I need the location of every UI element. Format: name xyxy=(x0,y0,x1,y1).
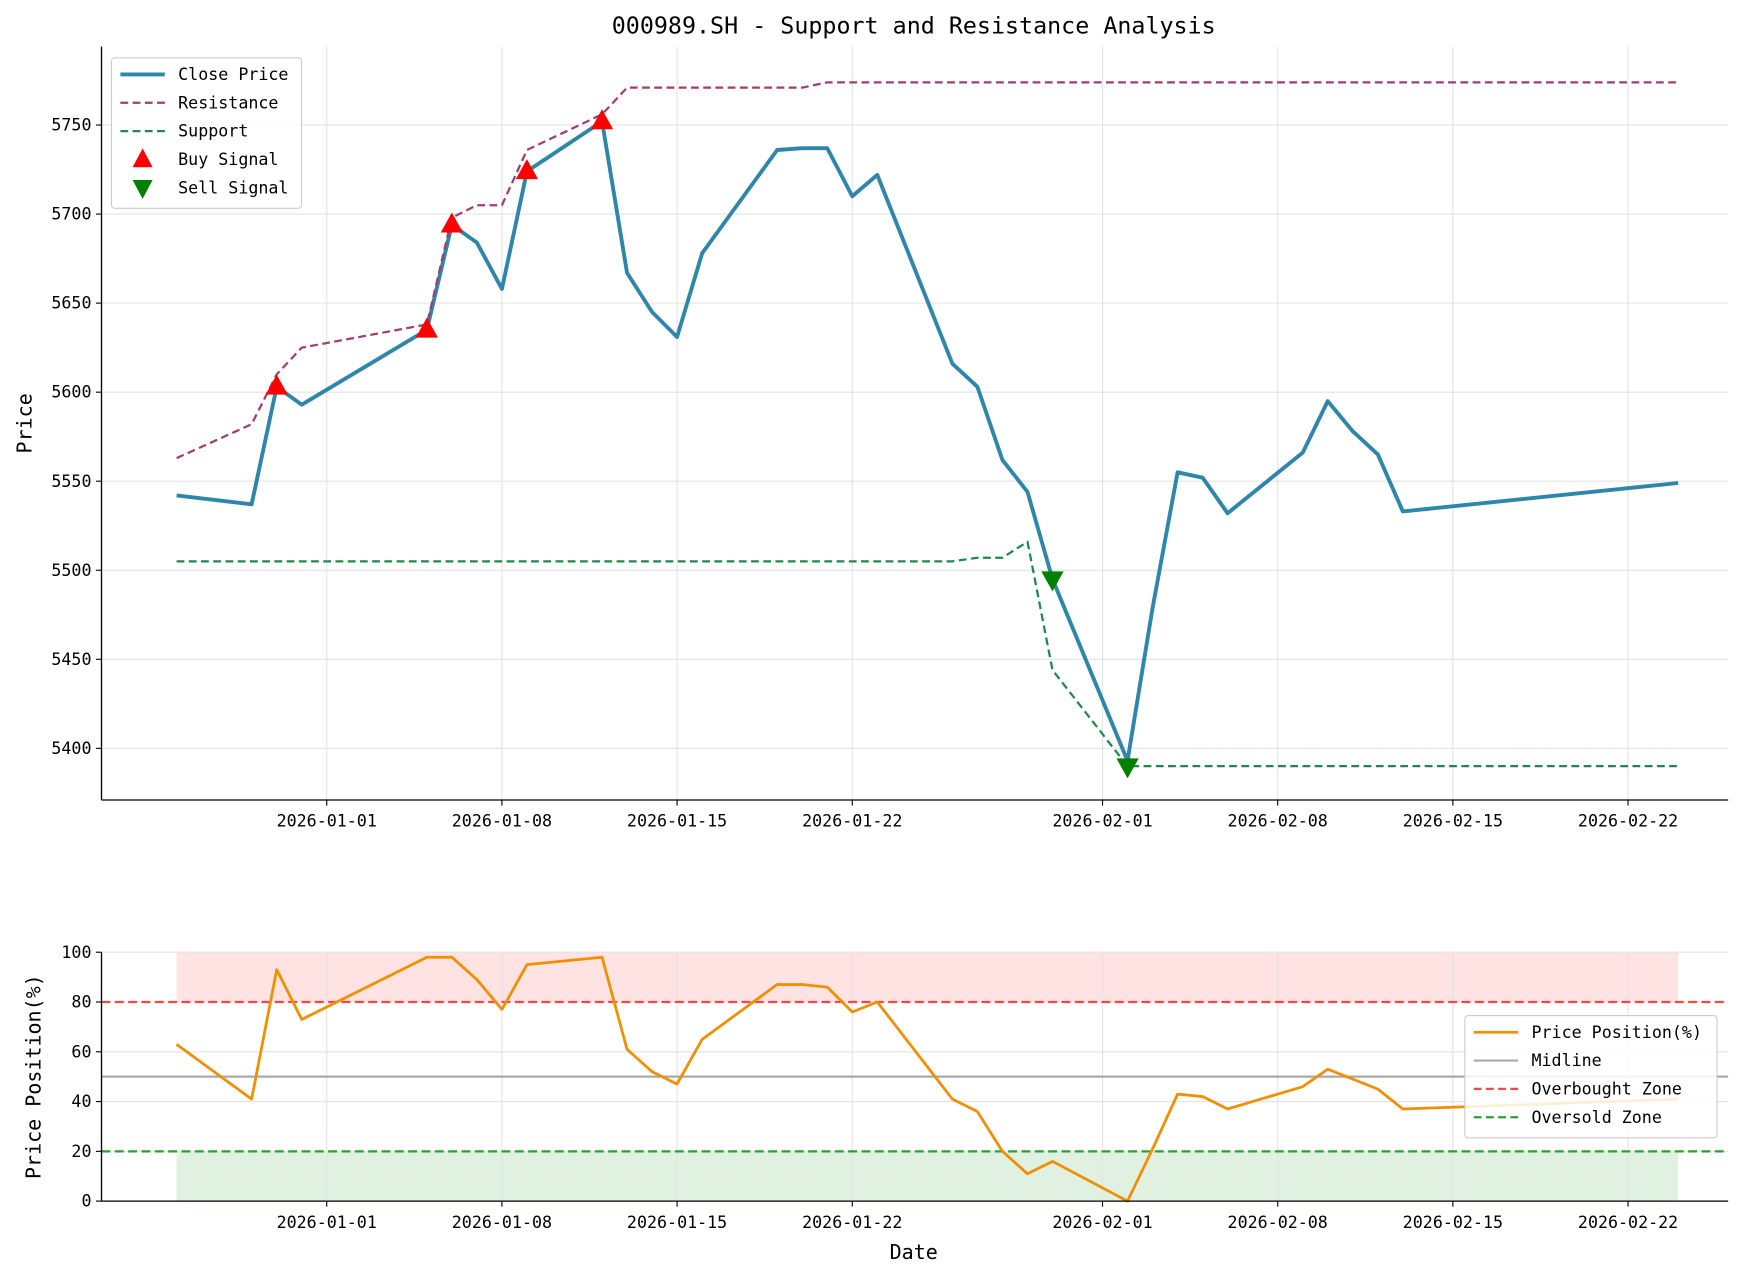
series-support xyxy=(176,540,1679,768)
series-close-price xyxy=(176,119,1679,763)
y-tick-label: 0 xyxy=(81,1192,91,1211)
y-tick-label: 5500 xyxy=(51,561,91,580)
y-tick-label: 40 xyxy=(71,1092,91,1111)
y-tick-label: 5600 xyxy=(51,383,91,402)
legend-label: Support xyxy=(178,122,248,141)
legend-label: Buy Signal xyxy=(178,150,278,169)
y-tick-label: 100 xyxy=(61,943,91,962)
y-tick-label: 5750 xyxy=(51,116,91,135)
x-tick-label: 2026-01-01 xyxy=(277,1213,377,1232)
x-tick-label: 2026-02-15 xyxy=(1403,812,1503,831)
legend-box xyxy=(1464,1015,1718,1139)
legend-swatch xyxy=(132,180,153,199)
legend-label: Close Price xyxy=(178,65,288,84)
y-axis-label-position: Price Position(%) xyxy=(21,974,45,1179)
price-panel: 2026-01-01 2026-01-08 2026-01-15 2026-01-22… xyxy=(51,46,1729,831)
legend-swatch xyxy=(132,148,153,168)
sell-signal-marker xyxy=(1116,758,1139,779)
x-tick-label: 2026-01-22 xyxy=(802,812,902,831)
legend-label: Midline xyxy=(1532,1051,1602,1070)
buy-signal-marker xyxy=(515,159,539,180)
x-tick-label: 2026-01-22 xyxy=(802,1213,902,1232)
x-tick-label: 2026-01-15 xyxy=(627,812,727,831)
zone-band xyxy=(176,1151,1679,1202)
buy-signal-marker xyxy=(440,212,463,233)
y-axis-label-price: Price xyxy=(13,393,37,453)
x-tick-label: 2026-01-08 xyxy=(452,812,552,831)
legend-label: Overbought Zone xyxy=(1532,1079,1682,1098)
x-tick-label: 2026-01-08 xyxy=(452,1213,552,1232)
y-tick-label: 20 xyxy=(71,1142,91,1161)
legend-label: Oversold Zone xyxy=(1532,1108,1662,1127)
x-tick-label: 2026-01-15 xyxy=(627,1213,727,1232)
buy-signal-marker xyxy=(415,317,438,338)
chart-title: 000989.SH - Support and Resistance Analy… xyxy=(612,11,1216,39)
x-axis-label: Date xyxy=(890,1240,938,1264)
x-tick-label: 2026-02-01 xyxy=(1052,1213,1152,1232)
series-price-position xyxy=(175,955,1679,1203)
x-tick-label: 2026-02-22 xyxy=(1578,1213,1678,1232)
y-tick-label: 5450 xyxy=(51,650,91,669)
sell-signal-marker xyxy=(1041,571,1064,592)
y-tick-label: 5700 xyxy=(51,205,91,224)
position-panel: 2026-01-01 2026-01-08 2026-01-15 2026-01-22… xyxy=(61,943,1729,1232)
x-tick-label: 2026-02-01 xyxy=(1052,812,1152,831)
zone-band xyxy=(176,952,1679,1002)
y-tick-label: 5650 xyxy=(51,294,91,313)
legend-label: Sell Signal xyxy=(178,178,288,197)
x-tick-label: 2026-01-01 xyxy=(277,812,377,831)
buy-signal-marker xyxy=(590,109,614,130)
x-tick-label: 2026-02-08 xyxy=(1228,1213,1328,1232)
y-tick-label: 5550 xyxy=(51,472,91,491)
legend-label: Resistance xyxy=(178,93,278,112)
x-tick-label: 2026-02-08 xyxy=(1228,812,1328,831)
legend-box xyxy=(110,57,303,209)
x-tick-label: 2026-02-15 xyxy=(1403,1213,1503,1232)
y-tick-label: 60 xyxy=(71,1042,91,1061)
y-tick-label: 5400 xyxy=(51,739,91,758)
legend-label: Price Position(%) xyxy=(1532,1023,1702,1042)
x-tick-label: 2026-02-22 xyxy=(1578,812,1678,831)
series-resistance xyxy=(176,81,1679,460)
buy-signal-marker xyxy=(265,374,288,395)
y-tick-label: 80 xyxy=(71,993,91,1012)
